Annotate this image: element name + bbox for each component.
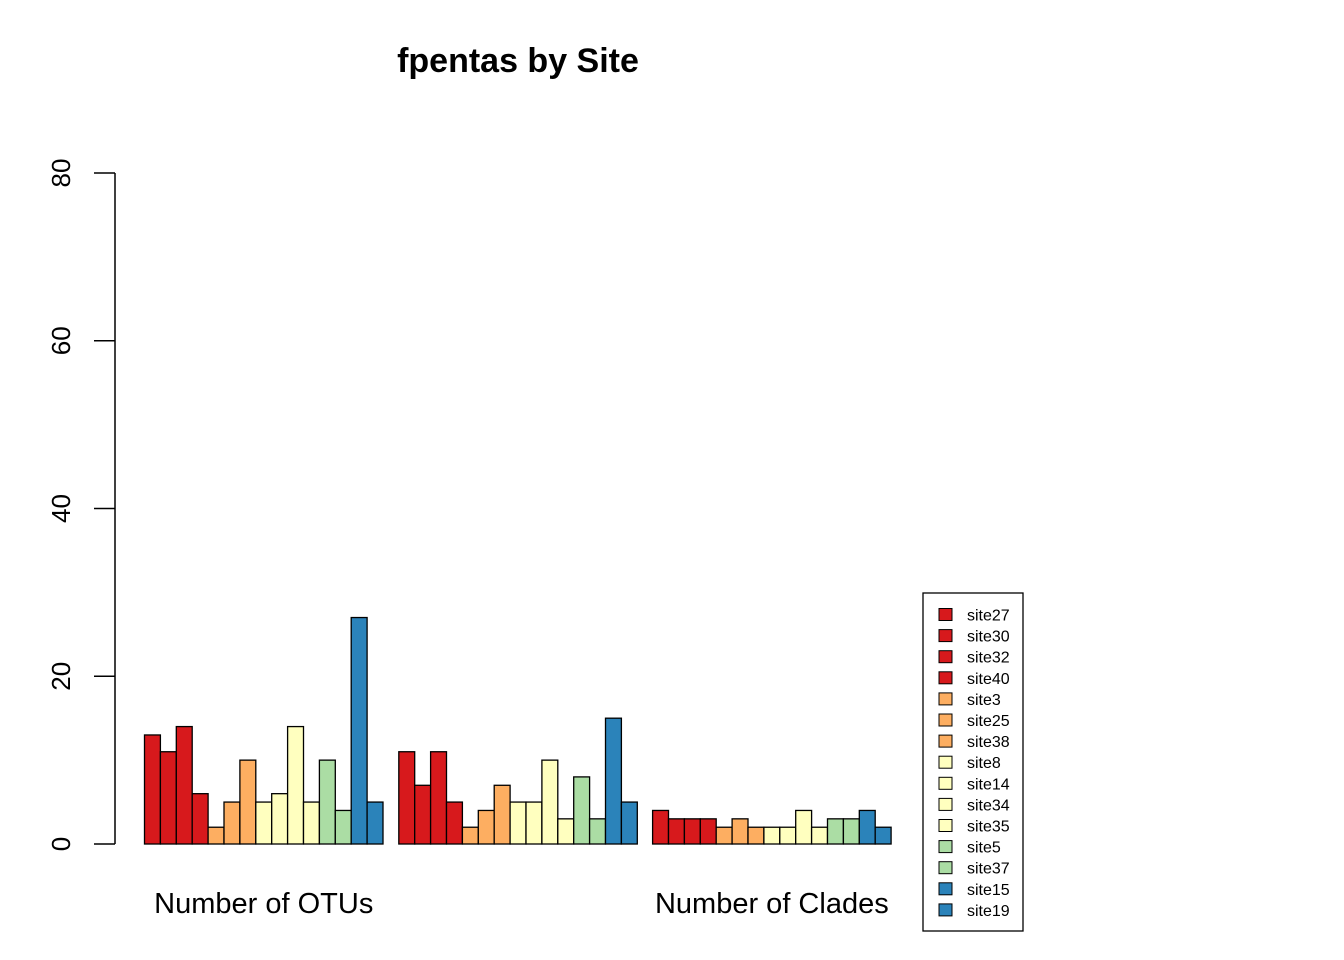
group-labels: Number of OTUs Number of Clades xyxy=(154,888,889,920)
bar-site5-group-3 xyxy=(826,818,845,845)
bar-site30-group-2 xyxy=(414,784,432,845)
bar-site27-group-3 xyxy=(651,809,670,845)
bar-site25-group-1 xyxy=(223,801,241,845)
bar-site40-group-1 xyxy=(191,793,209,845)
chart-title: fpentas by Site xyxy=(397,42,639,80)
bar-site5-group-2 xyxy=(573,776,591,845)
bar-site37-group-2 xyxy=(588,818,607,845)
legend-label: site19 xyxy=(967,903,1010,920)
bar-site14-group-2 xyxy=(525,801,543,845)
bar-site32-group-1 xyxy=(175,725,193,845)
bar-site15-group-2 xyxy=(604,717,623,845)
bar-site30-group-3 xyxy=(667,818,686,845)
bar-site19-group-3 xyxy=(874,826,892,845)
bar-site19-group-2 xyxy=(620,801,638,845)
legend-label: site25 xyxy=(967,713,1010,730)
legend-swatch xyxy=(938,797,953,811)
legend-label: site35 xyxy=(967,819,1010,836)
y-axis: 0 20 40 60 80 xyxy=(46,159,116,851)
bar-site15-group-3 xyxy=(858,809,876,845)
bar-site14-group-1 xyxy=(271,793,289,845)
bar-site32-group-2 xyxy=(429,751,448,845)
legend-swatch xyxy=(938,650,953,664)
legend-swatch xyxy=(938,608,953,621)
legend-label: site3 xyxy=(967,692,1001,709)
legend-swatch xyxy=(938,734,953,748)
legend-swatch xyxy=(938,713,953,727)
y-tick-label: 40 xyxy=(46,494,76,523)
bar-site34-group-2 xyxy=(541,759,559,845)
legend-swatch xyxy=(938,840,953,854)
bar-site15-group-1 xyxy=(350,616,368,845)
legend-swatch xyxy=(938,776,953,790)
legend-label: site38 xyxy=(967,734,1010,751)
bar-site40-group-2 xyxy=(445,801,464,845)
legend-label: site32 xyxy=(967,650,1010,667)
legend-swatch xyxy=(938,629,953,643)
legend-swatch xyxy=(938,755,953,769)
bar-site35-group-2 xyxy=(557,818,575,845)
legend-label: site34 xyxy=(967,797,1010,814)
y-tick-label: 80 xyxy=(46,159,76,188)
group-label: Number of OTUs xyxy=(154,888,373,920)
legend: site27 site30 site32 site40 site3 site25 site3… xyxy=(922,592,1024,932)
legend-swatch xyxy=(938,692,953,706)
legend-label: site40 xyxy=(967,671,1010,688)
legend-label: site37 xyxy=(967,861,1010,878)
group-label: Number of Clades xyxy=(655,888,889,920)
bar-site3-group-2 xyxy=(461,826,479,845)
bar-site14-group-3 xyxy=(779,826,797,845)
bar-site3-group-3 xyxy=(715,826,733,845)
legend-label: site14 xyxy=(967,776,1010,793)
bar-site38-group-3 xyxy=(747,826,765,845)
y-tick-label: 20 xyxy=(46,662,76,691)
legend-label: site8 xyxy=(967,755,1001,772)
bar-site8-group-2 xyxy=(509,801,527,845)
bar-site5-group-1 xyxy=(318,759,336,845)
bar-site25-group-3 xyxy=(731,818,749,845)
bar-site19-group-1 xyxy=(366,801,384,845)
legend-label: site15 xyxy=(967,882,1010,899)
bar-site35-group-3 xyxy=(810,826,829,845)
bar-site32-group-3 xyxy=(683,818,701,845)
bars xyxy=(143,616,892,845)
y-tick-label: 0 xyxy=(46,837,76,851)
bar-site3-group-1 xyxy=(207,826,225,845)
bar-site27-group-2 xyxy=(398,751,416,845)
legend-swatch xyxy=(938,903,953,917)
bar-site27-group-1 xyxy=(143,734,162,845)
y-tick-label: 60 xyxy=(46,326,76,355)
bar-site34-group-1 xyxy=(286,725,305,845)
bar-site35-group-1 xyxy=(302,801,321,845)
bar-site38-group-2 xyxy=(493,784,511,845)
bar-site34-group-3 xyxy=(795,809,813,845)
bar-site40-group-3 xyxy=(699,818,717,845)
bar-site25-group-2 xyxy=(477,809,495,845)
bar-site30-group-1 xyxy=(159,751,177,845)
bar-site37-group-1 xyxy=(334,809,352,845)
legend-swatch xyxy=(938,819,953,832)
bar-site8-group-3 xyxy=(763,826,781,845)
bar-site8-group-1 xyxy=(255,801,273,845)
legend-swatch xyxy=(938,671,953,685)
bar-site38-group-1 xyxy=(239,759,257,845)
legend-swatch xyxy=(938,882,953,896)
legend-label: site27 xyxy=(967,608,1010,625)
legend-swatch xyxy=(938,861,953,875)
legend-label: site30 xyxy=(967,629,1010,646)
legend-label: site5 xyxy=(967,840,1001,857)
bar-site37-group-3 xyxy=(842,818,860,845)
